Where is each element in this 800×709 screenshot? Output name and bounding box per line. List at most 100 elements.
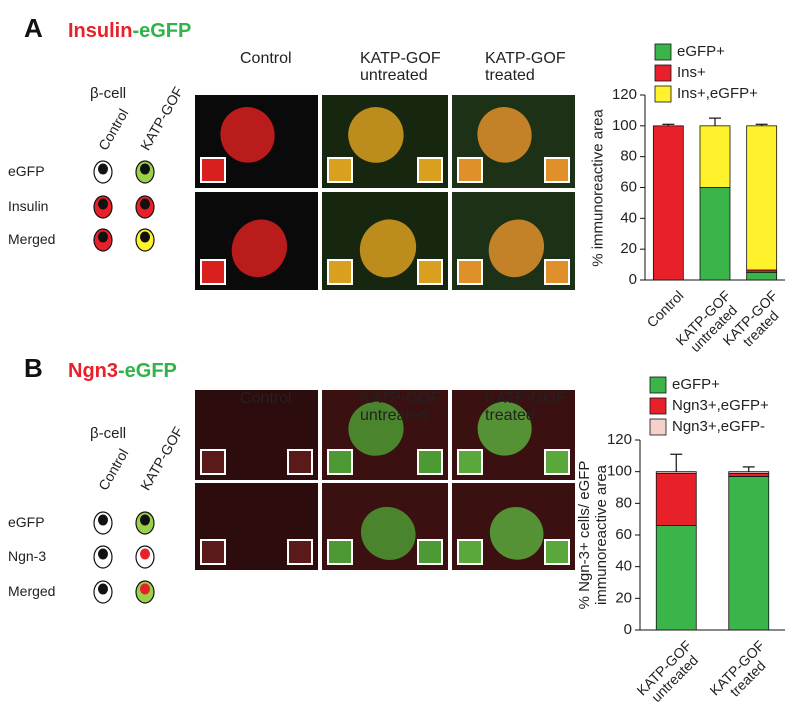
- inset: [200, 539, 226, 565]
- nucleus: [140, 163, 150, 175]
- inset: [417, 539, 443, 565]
- schematic-row: Merged: [8, 583, 56, 599]
- nucleus: [140, 231, 150, 243]
- inset: [200, 259, 226, 285]
- y-tick-label: 0: [629, 271, 637, 288]
- islet: [348, 401, 404, 456]
- legend-swatch: [654, 43, 672, 61]
- inset: [327, 539, 353, 565]
- nucleus: [98, 548, 108, 560]
- nucleus: [98, 163, 108, 175]
- inset: [457, 539, 483, 565]
- y-axis-label: % Ngn-3+ cells/ eGFP immunoreactive area: [576, 460, 610, 610]
- inset: [287, 539, 313, 565]
- y-tick-label: 40: [620, 209, 637, 226]
- schematic-row: Ngn-3: [8, 548, 47, 564]
- legend-swatch: [654, 85, 672, 103]
- bar-segment: [746, 125, 778, 271]
- inset: [457, 157, 483, 183]
- title-part: -eGFP: [132, 20, 191, 42]
- inset: [544, 539, 570, 565]
- islet: [477, 401, 532, 456]
- inset: [327, 259, 353, 285]
- legend-label: eGFP+: [677, 43, 725, 60]
- nucleus: [98, 514, 108, 526]
- y-tick-label: 80: [620, 148, 637, 165]
- y-tick-label: 20: [620, 240, 637, 257]
- schematic-row: eGFP: [8, 514, 45, 530]
- legend-label: eGFP+: [672, 376, 720, 393]
- islet: [231, 219, 288, 278]
- legend-label: Ngn3+,eGFP-: [672, 418, 765, 435]
- legend-label: Ins+,eGFP+: [677, 85, 758, 102]
- inset: [287, 449, 313, 475]
- legend-swatch: [649, 397, 667, 415]
- nucleus: [140, 514, 150, 526]
- bar-segment: [699, 187, 731, 281]
- legend-label: Ngn3+,eGFP+: [672, 397, 769, 414]
- islet: [488, 219, 545, 278]
- islet: [477, 107, 532, 163]
- title-part: Ngn3: [68, 360, 118, 382]
- nucleus: [140, 583, 150, 595]
- nucleus: [140, 198, 150, 210]
- inset: [457, 449, 483, 475]
- nucleus: [98, 583, 108, 595]
- y-axis-label: % immunoreactive area: [589, 108, 607, 267]
- y-tick-label: 20: [615, 589, 632, 606]
- panel-letter: A: [24, 13, 43, 43]
- column-header: KATP-GOF treated: [485, 390, 566, 424]
- legend-swatch: [649, 376, 667, 394]
- nucleus: [98, 231, 108, 243]
- islet: [220, 107, 275, 163]
- bar-segment: [655, 471, 697, 474]
- schematic-heading: β-cell: [90, 85, 127, 102]
- islet: [359, 219, 417, 278]
- legend-swatch: [654, 64, 672, 82]
- column-header: KATP-GOF treated: [485, 50, 566, 84]
- legend-label: Ins+: [677, 64, 706, 81]
- y-tick-label: 60: [620, 178, 637, 195]
- title-part: -eGFP: [118, 360, 177, 382]
- bar-segment: [655, 525, 697, 631]
- inset: [200, 157, 226, 183]
- inset: [457, 259, 483, 285]
- y-tick-label: 80: [615, 494, 632, 511]
- inset: [327, 157, 353, 183]
- bar-segment: [655, 472, 697, 526]
- y-tick-label: 120: [607, 431, 632, 448]
- bar-segment: [728, 472, 770, 477]
- islet: [360, 506, 416, 560]
- islet: [348, 107, 404, 163]
- schematic-row: Merged: [8, 231, 56, 247]
- schematic-row: eGFP: [8, 163, 45, 179]
- y-tick-label: 40: [615, 558, 632, 575]
- y-tick-label: 100: [612, 117, 637, 134]
- schematic-heading: β-cell: [90, 425, 127, 442]
- panel-letter: B: [24, 353, 43, 383]
- inset: [417, 259, 443, 285]
- schematic-row: Insulin: [8, 198, 49, 214]
- inset: [417, 157, 443, 183]
- inset: [544, 259, 570, 285]
- bar-segment: [652, 125, 684, 281]
- islet: [489, 506, 544, 560]
- column-header: KATP-GOF untreated: [360, 50, 441, 84]
- inset: [327, 449, 353, 475]
- panel-title: Ngn3-eGFP: [68, 360, 177, 382]
- legend-swatch: [649, 418, 667, 436]
- nucleus: [140, 548, 150, 560]
- inset: [417, 449, 443, 475]
- bar-segment: [699, 125, 731, 188]
- inset: [544, 449, 570, 475]
- column-header: Control: [240, 50, 292, 67]
- title-part: Insulin: [68, 20, 132, 42]
- y-tick-label: 120: [612, 86, 637, 103]
- inset: [544, 157, 570, 183]
- y-tick-label: 60: [615, 526, 632, 543]
- y-tick-label: 100: [607, 463, 632, 480]
- column-header: Control: [240, 390, 292, 407]
- nucleus: [98, 198, 108, 210]
